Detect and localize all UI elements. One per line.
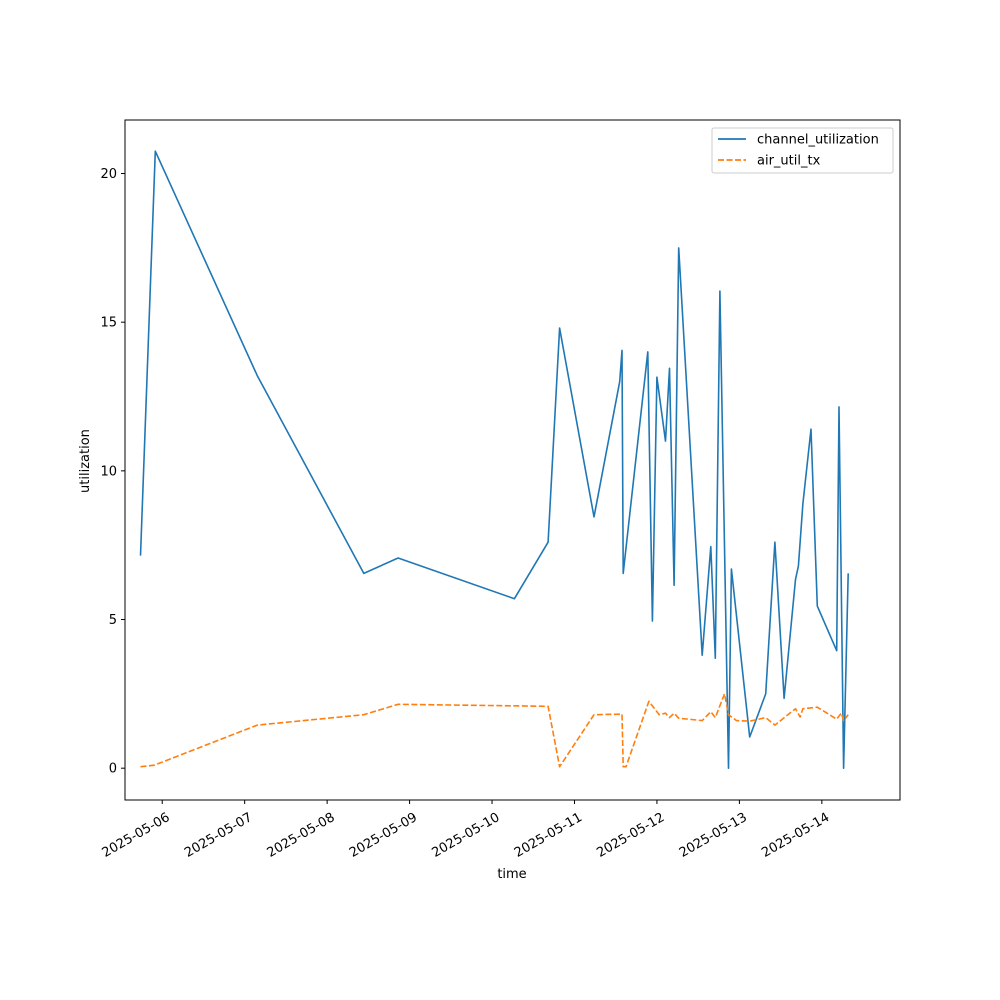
- y-axis-label: utilization: [78, 429, 93, 493]
- y-tick-label: 20: [100, 167, 117, 182]
- x-axis-label: time: [497, 867, 526, 882]
- legend: channel_utilization air_util_tx: [711, 127, 894, 174]
- y-tick-label: 15: [100, 316, 117, 331]
- series-line-channel-utilization: [139, 150, 849, 770]
- y-tick-label: 0: [109, 762, 117, 777]
- y-tick-label: 5: [109, 613, 117, 628]
- plot-frame: [124, 119, 901, 801]
- y-axis: 0 5 10 15 20: [100, 167, 125, 777]
- series-lines: [139, 150, 849, 770]
- legend-label-air-util-tx: air_util_tx: [757, 154, 821, 169]
- series-line-air-util-tx: [140, 693, 849, 768]
- y-tick-label: 10: [100, 464, 117, 479]
- legend-label-channel-utilization: channel_utilization: [757, 133, 879, 148]
- legend-box: [711, 127, 894, 174]
